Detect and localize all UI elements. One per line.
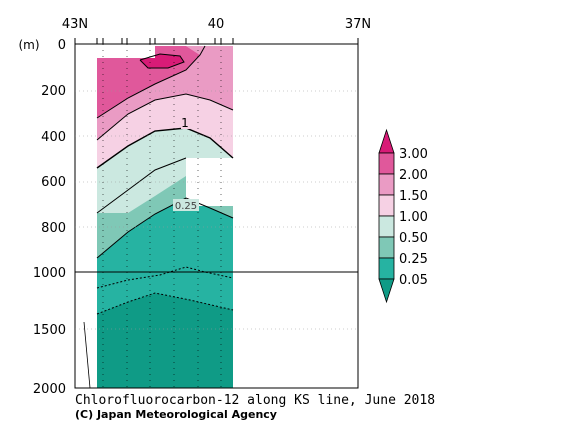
colorbar-swatch xyxy=(378,215,395,238)
colorbar-label: 0.50 xyxy=(399,231,428,246)
contour-label: 1 xyxy=(181,116,189,130)
y-tick-label: 600 xyxy=(41,175,66,190)
contour-line xyxy=(96,93,234,141)
colorbar-swatch xyxy=(378,173,395,196)
x-tick-label: 43N xyxy=(62,17,88,32)
colorbar-label: 1.50 xyxy=(399,189,428,204)
no-data-mask xyxy=(186,158,233,206)
contour-lines xyxy=(83,45,234,389)
x-tick-label: 37N xyxy=(345,17,371,32)
region-0-25-0-5 xyxy=(97,158,233,258)
y-tick-label: 1500 xyxy=(33,323,66,338)
y-tick-label: 1000 xyxy=(33,266,66,281)
chart-title: Chlorofluorocarbon-12 along KS line, Jun… xyxy=(75,393,435,408)
y-tick-label: 800 xyxy=(41,221,66,236)
contour-line xyxy=(96,292,234,315)
section-fill xyxy=(97,44,233,388)
axis-ticks xyxy=(74,38,359,45)
colorbar-label: 0.05 xyxy=(399,273,428,288)
colorbar-swatch xyxy=(378,257,395,280)
contour-line xyxy=(96,127,234,169)
y-tick-label: 200 xyxy=(41,84,66,99)
colorbar-label: 0.25 xyxy=(399,252,428,267)
contour-line xyxy=(139,53,185,69)
y-tick-label: 0 xyxy=(58,38,66,53)
colorbar-label: 2.00 xyxy=(399,168,428,183)
x-tick-label: 40 xyxy=(208,17,225,32)
y-tick-label: 400 xyxy=(41,130,66,145)
colorbar-bottom-triangle xyxy=(378,278,395,304)
contour-label-bg xyxy=(181,117,190,129)
colorbar-swatch xyxy=(378,194,395,217)
region-0-05-0-25-upper xyxy=(97,198,233,272)
y-tick-label: 2000 xyxy=(33,382,66,397)
chart-credit: (C) Japan Meteorological Agency xyxy=(75,408,277,421)
colorbar: 3.00 2.00 1.50 1.00 0.50 0.25 0.05 xyxy=(378,128,428,304)
colorbar-label: 3.00 xyxy=(399,147,428,162)
station-layer xyxy=(102,38,222,388)
contour-line xyxy=(83,321,91,389)
contour-label-bg xyxy=(173,199,199,211)
region-1-5-2 xyxy=(97,46,233,140)
region-0-5-1 xyxy=(97,128,233,213)
contour-line xyxy=(96,266,234,289)
colorbar-swatch xyxy=(378,152,395,175)
contour-line xyxy=(96,157,187,214)
no-data-mask xyxy=(97,44,155,58)
y-axis-label: (m) xyxy=(18,38,39,52)
colorbar-top-triangle xyxy=(378,128,395,154)
contour-line xyxy=(96,197,234,259)
region-0-05-0-25-lower xyxy=(97,272,233,314)
colorbar-label: 1.00 xyxy=(399,210,428,225)
colorbar-swatch xyxy=(378,236,395,259)
contour-label: 0.25 xyxy=(175,201,197,212)
contour-line xyxy=(96,45,206,119)
